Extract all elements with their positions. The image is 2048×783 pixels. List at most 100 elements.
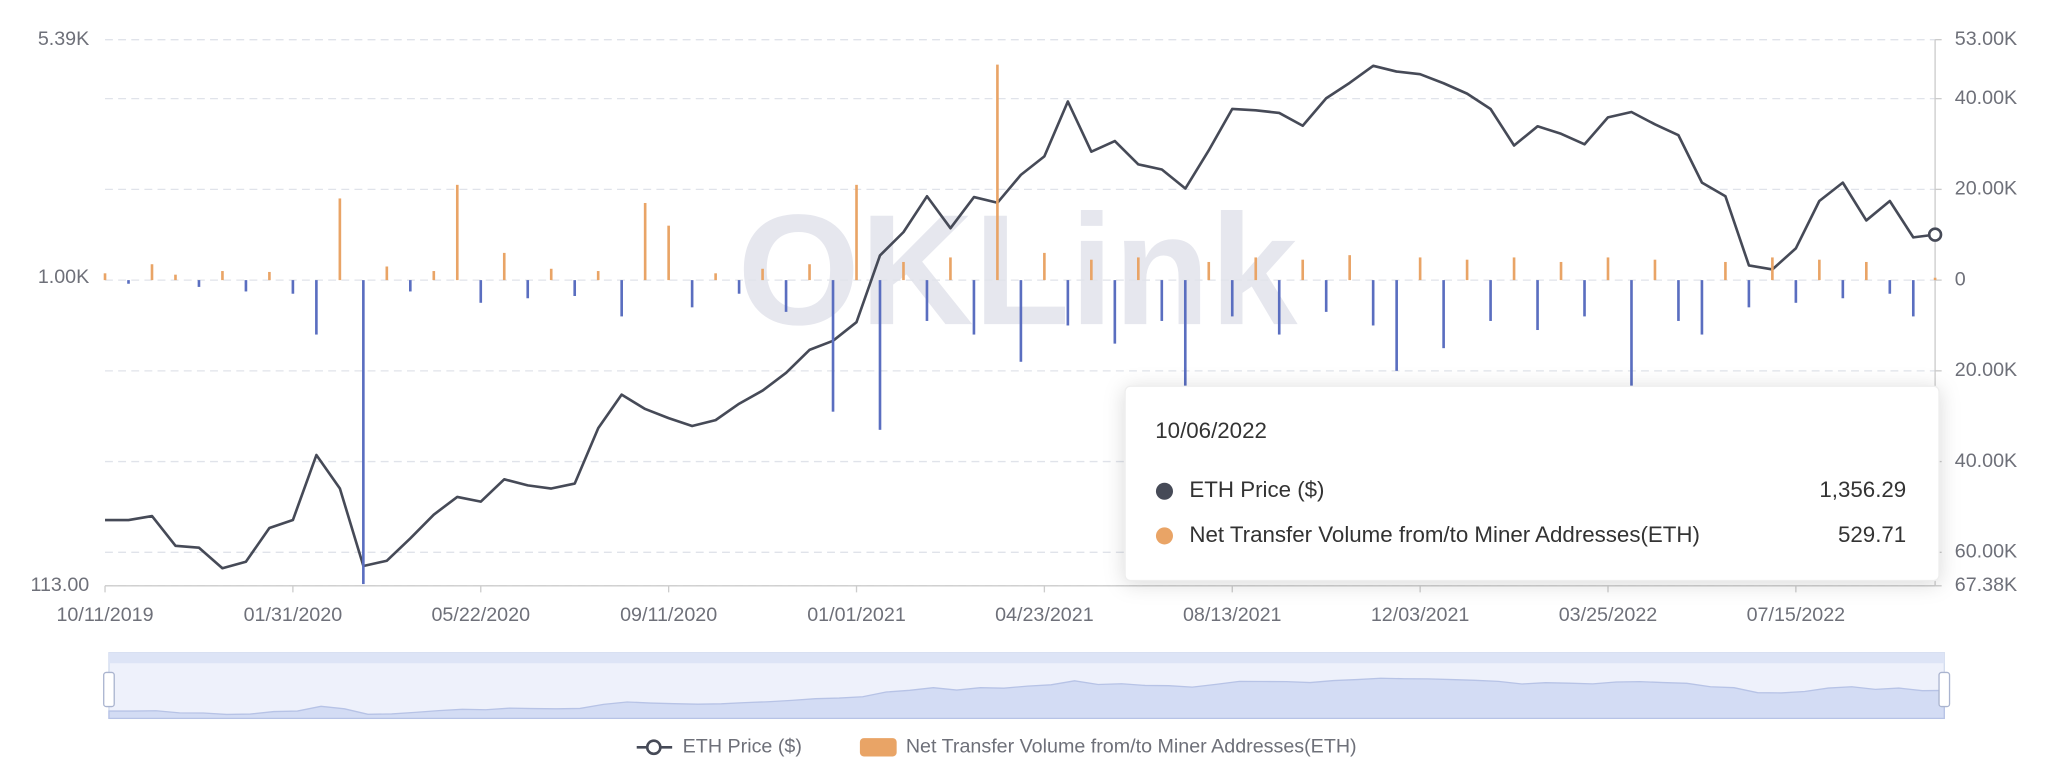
legend-dot	[645, 739, 662, 756]
legend-item[interactable]: ETH Price ($)	[636, 735, 802, 757]
y-tick-label: 5.39K	[38, 28, 89, 50]
tooltip-dot	[1155, 527, 1174, 545]
bar	[667, 225, 670, 281]
tooltip-label: ETH Price ($)	[1189, 477, 1324, 502]
bar	[1747, 280, 1751, 308]
y2-tick-label: 53.00K	[1955, 28, 2017, 50]
bar	[1418, 257, 1422, 281]
bar	[1818, 259, 1821, 281]
legend-label: Net Transfer Volume from/to Miner Addres…	[906, 735, 1357, 757]
bar	[784, 280, 788, 312]
bar	[878, 280, 882, 430]
x-tick-label: 12/03/2021	[1371, 604, 1470, 626]
x-tick-label: 01/01/2021	[807, 604, 906, 626]
tooltip-date: 10/06/2022	[1155, 418, 1267, 443]
bar	[1771, 257, 1774, 281]
bar	[1841, 280, 1845, 299]
price-line	[105, 64, 1936, 570]
bar	[1019, 280, 1023, 362]
bar	[362, 280, 365, 585]
bar	[1090, 259, 1093, 281]
bar	[1583, 280, 1586, 317]
legend-swatch	[859, 738, 897, 757]
bar	[902, 261, 905, 281]
bar	[385, 266, 389, 281]
bar	[1348, 255, 1351, 281]
bar	[808, 264, 811, 281]
legend-label: ETH Price ($)	[683, 735, 802, 757]
slider-area	[108, 677, 1945, 720]
bar	[315, 280, 318, 335]
bar	[1277, 280, 1281, 335]
watermark: OKLink	[737, 182, 1297, 358]
bar	[1700, 280, 1704, 335]
bar	[291, 280, 295, 294]
x-tick-label: 01/31/2020	[244, 604, 343, 626]
bar	[197, 280, 201, 287]
bar	[573, 280, 577, 296]
bar	[714, 273, 717, 281]
bar	[1160, 280, 1164, 321]
bar	[432, 271, 436, 281]
tooltip-value: 1,356.29	[1819, 477, 1906, 502]
bar	[620, 280, 623, 317]
x-tick-label: 08/13/2021	[1183, 604, 1282, 626]
tooltip-label: Net Transfer Volume from/to Miner Addres…	[1189, 522, 1700, 547]
tooltip: 10/06/2022 ETH Price ($) 1,356.29 Net Trans…	[1124, 385, 1940, 582]
bar	[1911, 280, 1915, 317]
bar	[1933, 277, 1937, 281]
bar	[221, 271, 224, 281]
bar	[1395, 280, 1398, 371]
bar	[1559, 261, 1563, 281]
bar	[1724, 261, 1727, 281]
bar	[502, 252, 506, 281]
bar	[1113, 280, 1117, 344]
bar	[925, 280, 929, 321]
bar	[855, 184, 858, 281]
bar	[643, 202, 647, 281]
x-tick-label: 05/22/2020	[431, 604, 530, 626]
bar	[1207, 261, 1211, 281]
bar	[1677, 280, 1680, 321]
bar	[1489, 280, 1492, 321]
tooltip-dot	[1155, 482, 1174, 500]
bar	[1794, 280, 1798, 303]
bar	[244, 280, 248, 292]
bar	[268, 271, 271, 281]
bar	[1066, 280, 1070, 326]
tooltip-value: 529.71	[1838, 522, 1906, 547]
bar	[1230, 280, 1234, 317]
bar	[1254, 257, 1258, 281]
tooltip-box	[1124, 385, 1940, 582]
bar	[1324, 280, 1328, 312]
bar	[737, 280, 741, 294]
y2-tick-label: 40.00K	[1955, 87, 2017, 109]
bar	[1512, 257, 1516, 281]
bar	[996, 64, 999, 281]
bar	[150, 264, 154, 281]
hover-point	[1927, 227, 1943, 242]
bar	[1465, 259, 1469, 281]
y2-tick-label: 20.00K	[1955, 178, 2017, 200]
bar	[1137, 257, 1140, 281]
bar	[831, 280, 835, 412]
y2-tick-label: 60.00K	[1955, 541, 2017, 563]
bar	[455, 184, 459, 281]
slider-handle	[1938, 671, 1951, 708]
bar	[972, 280, 976, 335]
y2-tick-label: 20.00K	[1955, 359, 2017, 381]
bar	[1043, 252, 1046, 281]
bar	[1442, 280, 1445, 349]
bar	[1183, 280, 1187, 389]
bar	[1301, 259, 1305, 281]
bar	[479, 280, 483, 303]
y-tick-label: 1.00K	[38, 266, 89, 288]
legend-item[interactable]: Net Transfer Volume from/to Miner Addres…	[859, 735, 1357, 757]
bar	[1536, 280, 1539, 331]
slider-top	[108, 652, 1945, 664]
y2-tick-label: 0	[1955, 268, 1966, 290]
bar	[1606, 257, 1610, 281]
bar	[526, 280, 530, 299]
bar	[596, 271, 600, 281]
